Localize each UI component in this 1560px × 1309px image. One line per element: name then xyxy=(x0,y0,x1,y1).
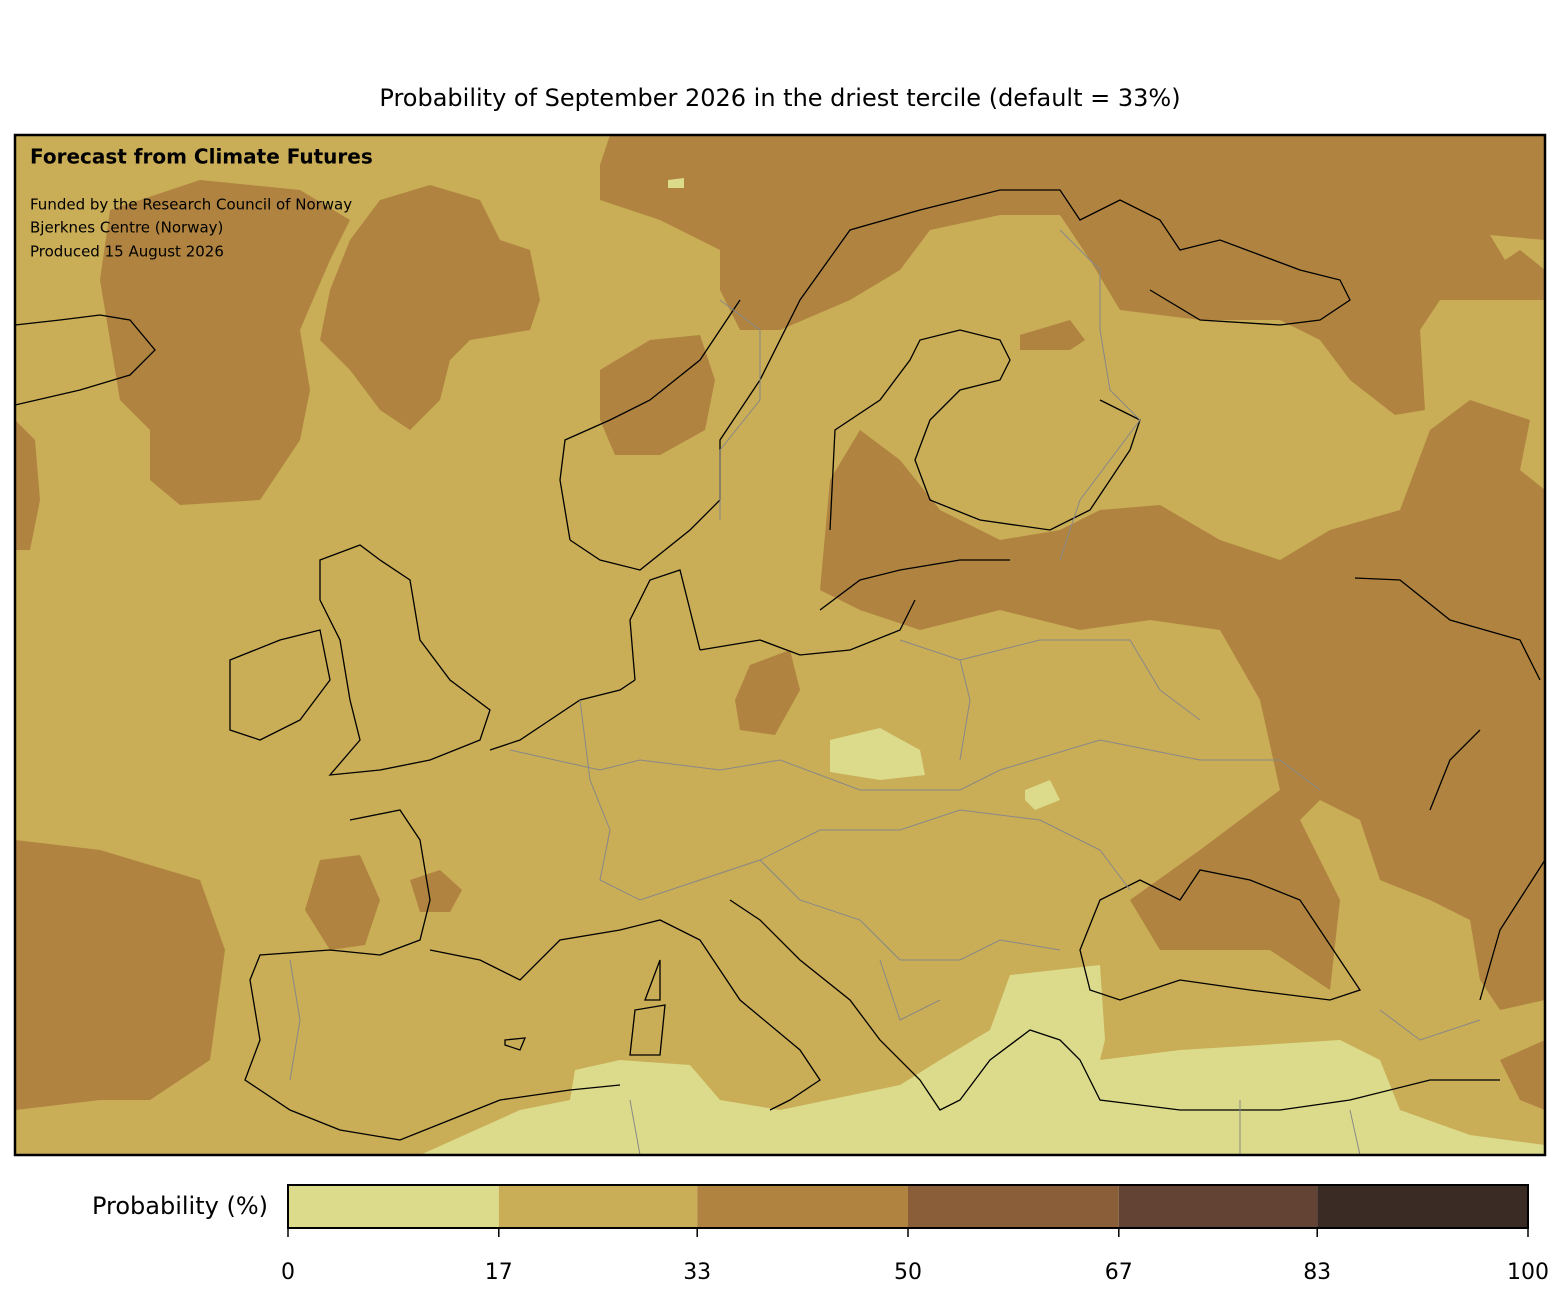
map-title: Probability of September 2026 in the dri… xyxy=(379,84,1180,112)
borders xyxy=(289,229,1481,1155)
map xyxy=(15,135,1545,1155)
annotation-heading: Forecast from Climate Futures xyxy=(30,145,373,169)
annotation-line: Produced 15 August 2026 xyxy=(30,243,224,261)
colorbar-tick-label: 17 xyxy=(485,1260,513,1285)
wet-regions xyxy=(420,178,1545,1155)
colorbar-segment xyxy=(1317,1185,1528,1228)
colorbar-segment xyxy=(697,1185,908,1228)
colorbar-segment xyxy=(498,1185,698,1228)
colorbar-segment xyxy=(908,1185,1119,1228)
colorbar-segment xyxy=(1118,1185,1318,1228)
colorbar-tick-label: 33 xyxy=(683,1260,711,1285)
annotation-line: Funded by the Research Council of Norway xyxy=(30,196,352,214)
colorbar-segment xyxy=(288,1185,499,1228)
colorbar-tick-label: 83 xyxy=(1303,1260,1331,1285)
dry-regions xyxy=(15,135,1545,1110)
colorbar-tick-label: 50 xyxy=(894,1260,922,1285)
colorbar-tick-label: 100 xyxy=(1507,1260,1549,1285)
colorbar-tick-label: 0 xyxy=(281,1260,295,1285)
colorbar-tick-label: 67 xyxy=(1105,1260,1133,1285)
map-frame xyxy=(13,133,1547,1157)
colorbar-label: Probability (%) xyxy=(92,1192,268,1220)
colorbar: 0 17 33 50 67 83 100 xyxy=(281,1184,1549,1285)
annotation-line: Bjerknes Centre (Norway) xyxy=(30,219,223,237)
